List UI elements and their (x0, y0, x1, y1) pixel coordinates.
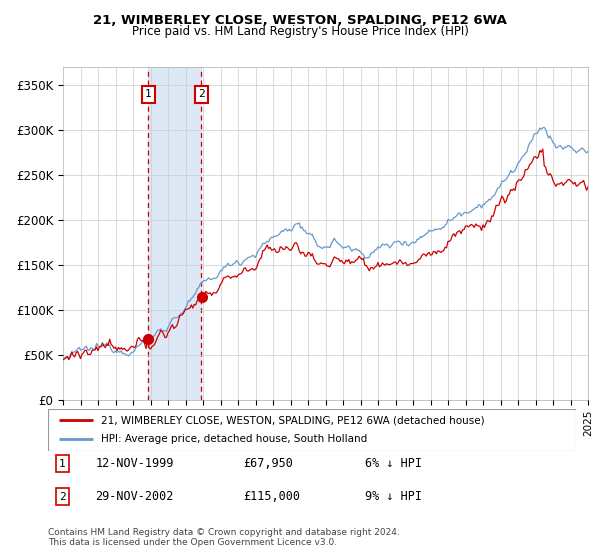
Bar (562, 67, 588, 400)
Text: 9% ↓ HPI: 9% ↓ HPI (365, 490, 422, 503)
Text: 1: 1 (59, 459, 65, 469)
Text: Price paid vs. HM Land Registry's House Price Index (HPI): Price paid vs. HM Land Registry's House … (131, 25, 469, 38)
Text: 2: 2 (198, 89, 205, 99)
FancyBboxPatch shape (48, 409, 576, 451)
Text: 21, WIMBERLEY CLOSE, WESTON, SPALDING, PE12 6WA: 21, WIMBERLEY CLOSE, WESTON, SPALDING, P… (93, 14, 507, 27)
Text: 29-NOV-2002: 29-NOV-2002 (95, 490, 174, 503)
Text: 6% ↓ HPI: 6% ↓ HPI (365, 457, 422, 470)
Text: Contains HM Land Registry data © Crown copyright and database right 2024.
This d: Contains HM Land Registry data © Crown c… (48, 528, 400, 547)
Text: 2: 2 (59, 492, 65, 502)
Text: 1: 1 (145, 89, 152, 99)
Bar (148, 67, 202, 400)
Bar (562, 67, 588, 400)
Text: HPI: Average price, detached house, South Holland: HPI: Average price, detached house, Sout… (101, 435, 367, 445)
Text: 12-NOV-1999: 12-NOV-1999 (95, 457, 174, 470)
Text: £115,000: £115,000 (244, 490, 301, 503)
Text: 21, WIMBERLEY CLOSE, WESTON, SPALDING, PE12 6WA (detached house): 21, WIMBERLEY CLOSE, WESTON, SPALDING, P… (101, 415, 484, 425)
Text: £67,950: £67,950 (244, 457, 293, 470)
